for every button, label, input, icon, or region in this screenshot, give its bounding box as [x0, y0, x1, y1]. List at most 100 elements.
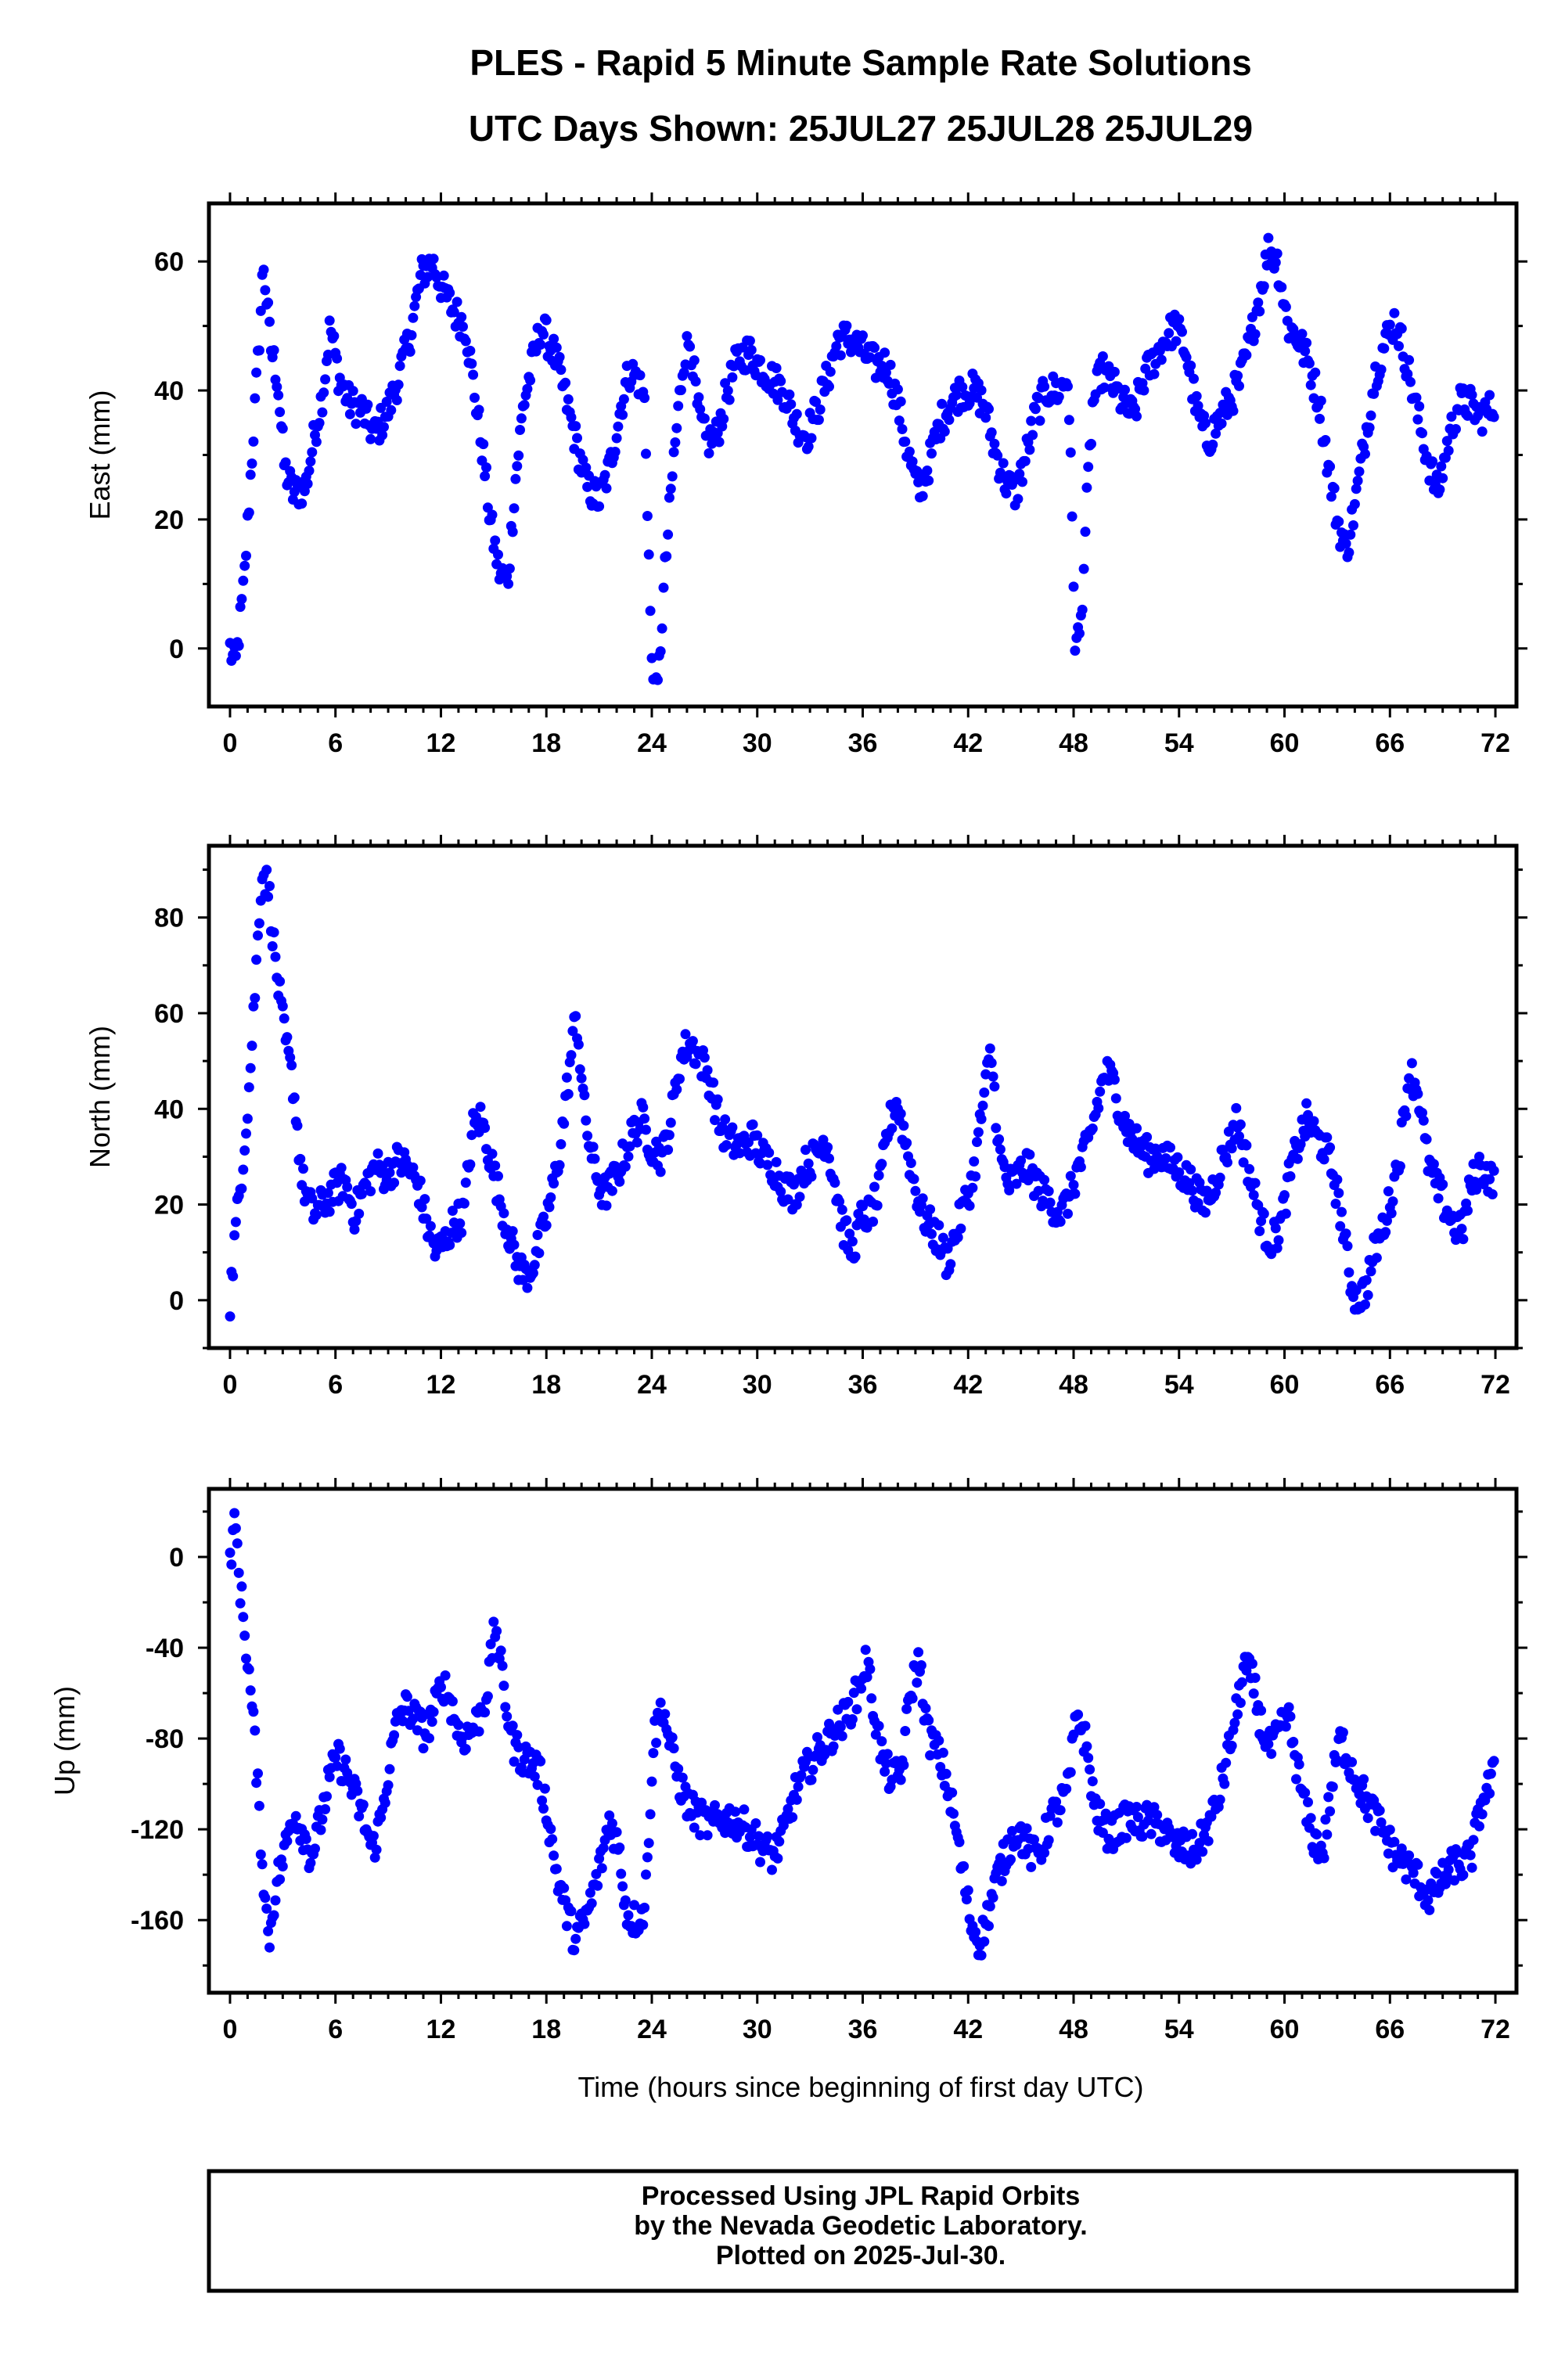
east-x-tick-label: 48 [1059, 728, 1088, 758]
north-data-point [561, 1072, 572, 1083]
up-data-point [538, 1803, 549, 1814]
up-data-point [277, 1861, 288, 1871]
up-data-point [828, 1741, 839, 1752]
chart-title: PLES - Rapid 5 Minute Sample Rate Soluti… [470, 42, 1251, 83]
up-data-point [1248, 1688, 1259, 1699]
up-data-point [623, 1910, 634, 1921]
east-data-point [1164, 328, 1175, 339]
up-data-point [1146, 1828, 1157, 1839]
north-data-point [994, 1134, 1005, 1145]
up-data-point [947, 1787, 958, 1798]
east-data-point [1360, 448, 1370, 459]
up-data-point [937, 1747, 948, 1758]
up-x-tick-label: 42 [953, 2015, 983, 2044]
up-x-tick-label: 0 [222, 2015, 237, 2044]
up-data-point [851, 1704, 862, 1715]
up-data-point [243, 1664, 254, 1675]
east-data-point [1070, 645, 1081, 656]
east-data-point [1376, 364, 1387, 375]
up-data-point [1026, 1861, 1037, 1872]
up-data-point [480, 1707, 491, 1718]
north-data-point [1342, 1241, 1353, 1252]
north-x-tick-label: 30 [743, 1370, 772, 1400]
up-data-point [604, 1810, 615, 1821]
east-data-point [744, 336, 755, 347]
up-data-point [996, 1875, 1007, 1886]
north-data-point [910, 1185, 921, 1196]
up-data-point [835, 1721, 846, 1732]
up-data-point [507, 1720, 518, 1731]
north-data-point [1386, 1208, 1397, 1219]
east-data-point [658, 582, 669, 593]
north-data-point [841, 1215, 852, 1226]
north-data-point [764, 1147, 775, 1158]
up-data-point [549, 1850, 559, 1861]
up-data-point [614, 1843, 625, 1853]
east-data-point [1131, 411, 1142, 422]
north-data-point [356, 1188, 367, 1199]
east-data-point [458, 322, 468, 332]
up-data-point [290, 1810, 301, 1821]
east-data-point [663, 529, 674, 540]
east-data-point [1280, 301, 1291, 312]
east-data-point [655, 646, 666, 656]
east-data-point [1466, 390, 1477, 401]
up-y-tick-label: -80 [146, 1724, 184, 1754]
east-data-point [344, 408, 355, 419]
north-data-point [937, 1232, 948, 1243]
east-data-point [409, 300, 420, 311]
north-data-point [952, 1232, 963, 1242]
up-data-point [230, 1523, 241, 1533]
east-data-point [791, 408, 802, 419]
east-y-tick-label: 20 [154, 505, 184, 535]
up-data-point [376, 1812, 387, 1823]
north-data-point [1456, 1224, 1467, 1235]
north-data-point [1165, 1142, 1175, 1153]
east-data-point [740, 365, 751, 376]
up-data-point [880, 1758, 891, 1769]
north-data-point [229, 1230, 240, 1241]
east-data-point [1352, 476, 1363, 486]
north-data-point [570, 1011, 581, 1022]
up-data-point [616, 1868, 627, 1879]
east-data-point [263, 297, 274, 308]
north-data-point [1258, 1208, 1269, 1219]
north-data-point [858, 1214, 869, 1225]
up-data-point [1043, 1835, 1054, 1846]
north-data-point [270, 951, 281, 962]
north-y-tick-label: 0 [169, 1286, 184, 1316]
east-data-point [1326, 491, 1337, 502]
east-data-point [689, 355, 700, 366]
north-x-tick-label: 72 [1480, 1370, 1510, 1400]
up-data-point [606, 1818, 617, 1829]
east-data-point [302, 478, 313, 489]
up-data-point [368, 1831, 379, 1842]
east-points [225, 232, 1499, 685]
north-data-point [708, 1077, 719, 1088]
up-data-point [418, 1743, 429, 1754]
up-data-point [1149, 1802, 1160, 1813]
up-data-point [389, 1730, 400, 1741]
east-data-point [512, 461, 523, 472]
up-x-tick-label: 48 [1059, 2015, 1088, 2044]
east-data-point [362, 399, 373, 410]
east-data-point [235, 602, 246, 613]
up-data-point [1152, 1810, 1163, 1821]
up-data-point [324, 1771, 335, 1782]
east-data-point [661, 551, 672, 562]
north-data-point [248, 1001, 259, 1012]
east-x-tick-label: 12 [426, 728, 456, 758]
east-data-point [892, 384, 903, 395]
up-data-point [369, 1852, 380, 1863]
east-data-point [1014, 469, 1025, 480]
up-data-point [882, 1749, 893, 1760]
up-data-point [585, 1887, 595, 1898]
north-data-point [1254, 1226, 1265, 1236]
up-x-tick-label: 66 [1375, 2015, 1405, 2044]
north-data-point [1362, 1289, 1373, 1300]
up-data-point [380, 1797, 390, 1808]
east-data-point [305, 456, 316, 467]
north-data-point [1222, 1157, 1232, 1168]
up-data-point [509, 1756, 520, 1767]
east-data-point [275, 407, 286, 418]
